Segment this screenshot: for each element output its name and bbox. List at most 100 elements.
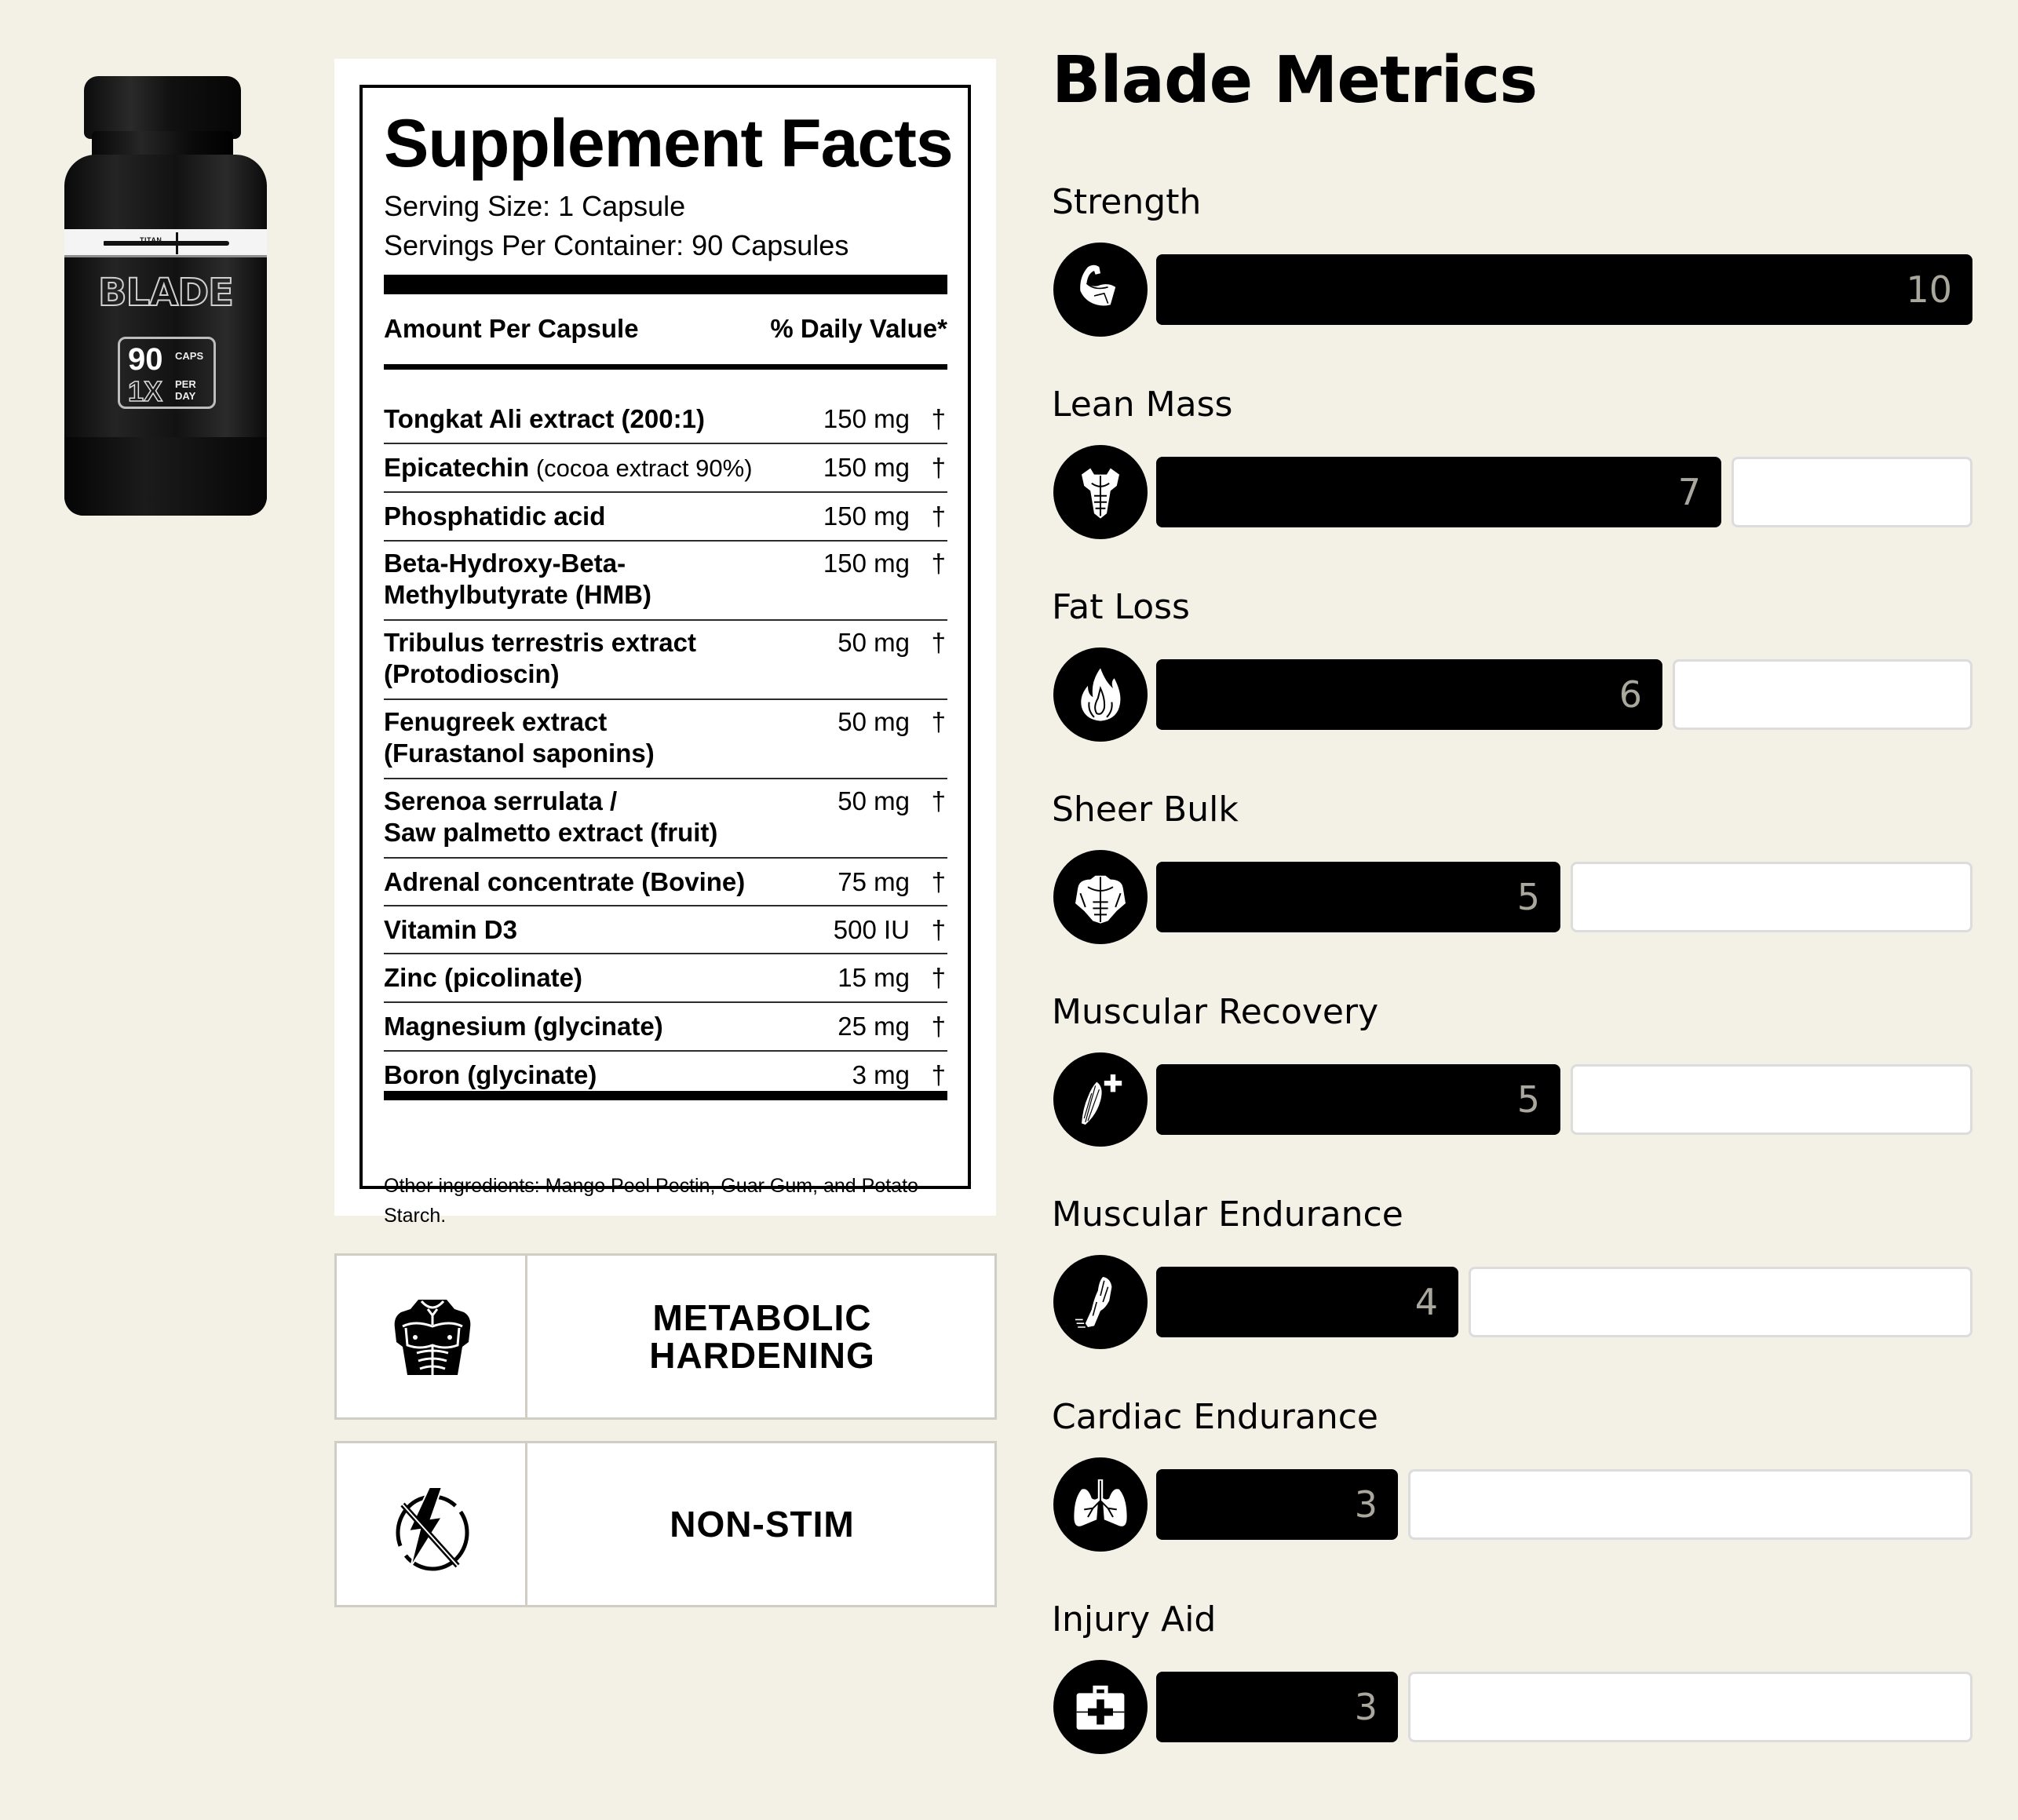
bottle-count-unit: CAPS — [175, 350, 204, 362]
metric-cardiac-endurance: Cardiac Endurance 3 — [1052, 1397, 1974, 1585]
bottle-dose-unit: PER DAY — [175, 378, 196, 402]
metric-bar-remaining — [1673, 659, 1972, 730]
feature-metabolic-hardening: METABOLIC HARDENING — [334, 1253, 997, 1420]
daily-value-dagger: † — [931, 786, 946, 815]
bottle-body: TITAN BLADE 90 CAPS 1X PER DAY — [64, 155, 267, 516]
ingredient-amount: 3 mg — [852, 1060, 910, 1089]
metric-bar-fill: 3 — [1156, 1672, 1398, 1742]
metric-value: 6 — [1618, 673, 1642, 716]
metric-value: 3 — [1354, 1686, 1378, 1728]
metric-value: 5 — [1516, 1078, 1540, 1121]
metric-label: Injury Aid — [1052, 1599, 1217, 1639]
metric-bar-fill: 7 — [1156, 457, 1721, 527]
feature-icon-cell — [337, 1256, 527, 1417]
metric-strength: Strength 10 — [1052, 182, 1974, 370]
metric-injury-aid: Injury Aid 3 — [1052, 1599, 1974, 1788]
daily-value-dagger: † — [931, 707, 946, 736]
metric-value: 7 — [1677, 471, 1701, 513]
supplement-facts-title: Supplement Facts — [384, 106, 954, 181]
ingredient-amount: 50 mg — [837, 707, 910, 736]
metric-bar: 5 — [1156, 862, 1972, 932]
metric-bar: 7 — [1156, 457, 1972, 527]
bottle-base — [64, 437, 267, 516]
daily-value-dagger: † — [931, 915, 946, 944]
other-ingredients: Other ingredients: Mango Peel Pectin, Gu… — [384, 1175, 918, 1227]
medium-divider — [384, 364, 947, 370]
metric-label: Muscular Recovery — [1052, 992, 1379, 1032]
metric-value: 10 — [1906, 268, 1952, 311]
ingredient-row: Zinc (picolinate) 15 mg † — [384, 954, 947, 1003]
bulky-torso-icon — [1053, 850, 1148, 944]
daily-value-dagger: † — [931, 867, 946, 896]
daily-value-dagger: † — [931, 963, 946, 992]
running-leg-icon — [1053, 1255, 1148, 1349]
daily-value-dagger: † — [931, 1012, 946, 1041]
metric-label: Strength — [1052, 182, 1202, 222]
flame-icon — [1053, 647, 1148, 742]
ingredient-name: Epicatechin (cocoa extract 90%) — [384, 453, 753, 482]
ingredient-row: Adrenal concentrate (Bovine) 75 mg † — [384, 859, 947, 906]
metric-bar-remaining — [1408, 1469, 1972, 1540]
metric-bar-fill: 5 — [1156, 862, 1560, 932]
muscle-plus-icon — [1053, 1052, 1148, 1147]
daily-value-dagger: † — [931, 549, 946, 578]
metrics-title: Blade Metrics — [1052, 43, 1538, 118]
metric-bar-fill: 3 — [1156, 1469, 1398, 1540]
metric-muscular-endurance: Muscular Endurance 4 — [1052, 1194, 1974, 1383]
metric-bar: 5 — [1156, 1064, 1972, 1135]
feature-label: METABOLIC HARDENING — [649, 1297, 875, 1376]
ingredient-amount: 150 mg — [823, 502, 910, 531]
feature-icon-cell — [337, 1443, 527, 1605]
ingredient-name: Vitamin D3 — [384, 915, 517, 944]
first-aid-kit-icon — [1053, 1660, 1148, 1754]
metric-label: Sheer Bulk — [1052, 790, 1239, 830]
daily-value-dagger: † — [931, 502, 946, 531]
metric-bar-fill: 10 — [1156, 254, 1972, 325]
flexed-bicep-icon — [1053, 243, 1148, 337]
amount-per-capsule-header: Amount Per Capsule — [384, 314, 639, 343]
ingredient-row: Fenugreek extract (Furastanol saponins) 5… — [384, 700, 947, 779]
ingredient-amount: 500 IU — [833, 915, 910, 944]
metric-bar-remaining — [1571, 862, 1972, 932]
torso-armor-icon — [394, 1300, 471, 1375]
ingredient-name: Fenugreek extract (Furastanol saponins) — [384, 707, 655, 768]
metric-bar: 6 — [1156, 659, 1972, 730]
metric-bar-fill: 6 — [1156, 659, 1662, 730]
ingredient-name: Adrenal concentrate (Bovine) — [384, 867, 746, 896]
ingredient-amount: 150 mg — [823, 404, 910, 433]
bottle-count: 90 — [128, 342, 163, 377]
metric-bar: 10 — [1156, 254, 1972, 325]
servings-per-container: Servings Per Container: 90 Capsules — [384, 229, 849, 261]
ingredient-row: Vitamin D3 500 IU † — [384, 906, 947, 954]
sword-guard-icon — [176, 232, 178, 254]
metric-lean-mass: Lean Mass 7 — [1052, 385, 1974, 573]
ingredient-amount: 15 mg — [837, 963, 910, 992]
feature-label: NON-STIM — [670, 1504, 855, 1545]
serving-size: Serving Size: 1 Capsule — [384, 190, 686, 222]
supplement-facts-label: Supplement Facts Serving Size: 1 Capsule… — [359, 85, 971, 1227]
ingredient-source: (cocoa extract 90%) — [529, 454, 753, 482]
ingredient-amount: 150 mg — [823, 453, 910, 482]
ingredient-name: Serenoa serrulata / Saw palmetto extract… — [384, 786, 718, 847]
bottle-dose: 1X — [127, 374, 163, 408]
ingredient-row: Beta-Hydroxy-Beta- Methylbutyrate (HMB) 1… — [384, 542, 947, 621]
ingredient-row: Phosphatidic acid 150 mg † — [384, 493, 947, 542]
ingredient-row: Epicatechin (cocoa extract 90%) 150 mg † — [384, 444, 947, 493]
ingredient-name: Tongkat Ali extract (200:1) — [384, 404, 705, 433]
metric-muscular-recovery: Muscular Recovery 5 — [1052, 992, 1974, 1180]
metric-bar: 3 — [1156, 1672, 1972, 1742]
bottle-brand-line: TITAN — [140, 236, 162, 244]
ingredient-name: Boron (glycinate) — [384, 1060, 597, 1089]
daily-value-dagger: † — [931, 628, 946, 657]
feature-non-stim: NON-STIM — [334, 1441, 997, 1607]
ingredient-name: Beta-Hydroxy-Beta- Methylbutyrate (HMB) — [384, 549, 652, 609]
ingredient-amount: 50 mg — [837, 786, 910, 815]
bottle-dosage-badge: 90 CAPS 1X PER DAY — [118, 337, 216, 409]
metric-value: 5 — [1516, 876, 1540, 918]
bottle-label-band: TITAN — [64, 229, 267, 257]
product-bottle-image: TITAN BLADE 90 CAPS 1X PER DAY — [64, 76, 267, 516]
metric-bar-fill: 4 — [1156, 1267, 1458, 1337]
ingredient-name: Tribulus terrestris extract (Protodiosci… — [384, 628, 696, 688]
metric-fat-loss: Fat Loss 6 — [1052, 587, 1974, 775]
metric-label: Muscular Endurance — [1052, 1194, 1403, 1235]
